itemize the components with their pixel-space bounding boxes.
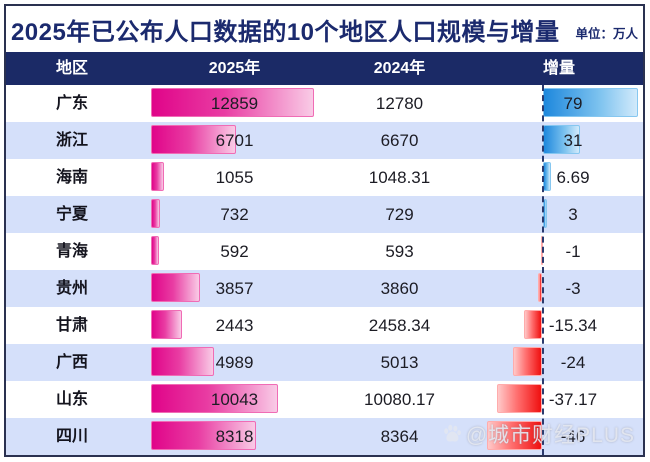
value-2024: 3860 [380, 279, 419, 298]
region-label: 海南 [55, 169, 88, 186]
header-2024: 2024年 [373, 60, 426, 77]
header-2025: 2025年 [208, 60, 261, 77]
bar-2025 [151, 310, 182, 339]
region-label: 四川 [55, 428, 88, 445]
value-2024: 1048.31 [368, 168, 431, 187]
infographic-frame: 2025年已公布人口数据的10个地区人口规模与增量 单位：万人 地区 2025年… [4, 4, 645, 457]
value-2024: 12780 [375, 94, 424, 113]
zero-axis-line [542, 85, 544, 455]
value-delta: -15.34 [548, 316, 598, 335]
value-2024: 2458.34 [368, 316, 431, 335]
value-2024: 593 [385, 242, 414, 261]
value-2025: 4989 [215, 353, 254, 372]
table-row: 青海 592 593 -1 [6, 233, 643, 270]
value-delta: 79 [563, 94, 583, 113]
table-row: 浙江 6701 6670 31 [6, 122, 643, 159]
page-title: 2025年已公布人口数据的10个地区人口规模与增量 [10, 18, 560, 46]
table-row: 贵州 3857 3860 -3 [6, 270, 643, 307]
value-delta: 3 [568, 205, 578, 224]
bar-delta [486, 421, 542, 450]
bar-2025 [151, 199, 161, 228]
value-delta: 6.69 [556, 168, 590, 187]
table-row: 广东 12859 12780 79 [6, 85, 643, 122]
title-bar: 2025年已公布人口数据的10个地区人口规模与增量 单位：万人 [6, 6, 643, 52]
value-2024: 729 [385, 205, 414, 224]
table-row: 海南 1055 1048.31 6.69 [6, 159, 643, 196]
bar-2025 [151, 125, 236, 154]
region-label: 浙江 [55, 132, 88, 149]
watermark-text: @城市财经PLUS [465, 424, 635, 447]
bar-2025 [151, 347, 215, 376]
bar-2025 [151, 162, 165, 191]
value-delta: -46 [560, 427, 586, 446]
table-row: 山东 10043 10080.17 -37.17 [6, 381, 643, 418]
value-2024: 5013 [380, 353, 419, 372]
table-row: 广西 4989 5013 -24 [6, 344, 643, 381]
value-2025: 592 [220, 242, 249, 261]
header-region: 地区 [55, 60, 88, 77]
unit-label: 单位：万人 [575, 27, 639, 41]
bar-2025 [151, 273, 200, 302]
value-2025: 2443 [215, 316, 254, 335]
baidu-paw-icon [443, 424, 461, 442]
value-2025: 3857 [215, 279, 254, 298]
bar-delta [543, 88, 638, 117]
bar-2025 [151, 88, 315, 117]
bar-2025 [151, 421, 257, 450]
value-delta: -1 [565, 242, 581, 261]
region-label: 青海 [55, 243, 88, 260]
bar-2025 [151, 384, 279, 413]
table-row: 甘肃 2443 2458.34 -15.34 [6, 307, 643, 344]
value-2025: 1055 [215, 168, 254, 187]
value-2025: 8318 [215, 427, 254, 446]
region-label: 宁夏 [55, 206, 88, 223]
value-delta: -37.17 [548, 390, 598, 409]
region-label: 贵州 [55, 280, 88, 297]
value-delta: -3 [565, 279, 581, 298]
bar-delta [523, 310, 542, 339]
bar-delta [497, 384, 542, 413]
value-2024: 10080.17 [364, 390, 435, 409]
value-delta: 31 [563, 131, 583, 150]
table-row: 四川 8318 8364 -46 [6, 418, 643, 455]
value-2025: 732 [220, 205, 249, 224]
value-delta: -24 [560, 353, 586, 372]
bar-delta [513, 347, 542, 376]
watermark: @城市财经PLUS [442, 419, 635, 449]
region-label: 甘肃 [55, 317, 88, 334]
value-2025: 10043 [210, 390, 259, 409]
table-body: 广东 12859 12780 79 浙江 6701 6670 31 海南 105… [6, 85, 643, 455]
value-2024: 8364 [380, 427, 419, 446]
value-2025: 6701 [215, 131, 254, 150]
table-row: 宁夏 732 729 3 [6, 196, 643, 233]
region-label: 广西 [55, 354, 88, 371]
region-label: 山东 [55, 391, 88, 408]
value-2025: 12859 [210, 94, 259, 113]
bar-2025 [151, 236, 159, 265]
bar-delta [543, 125, 581, 154]
table-header: 地区 2025年 2024年 增量 [6, 52, 643, 85]
region-label: 广东 [55, 95, 88, 112]
header-delta: 增量 [542, 60, 575, 77]
bar-delta [538, 273, 542, 302]
value-2024: 6670 [380, 131, 419, 150]
